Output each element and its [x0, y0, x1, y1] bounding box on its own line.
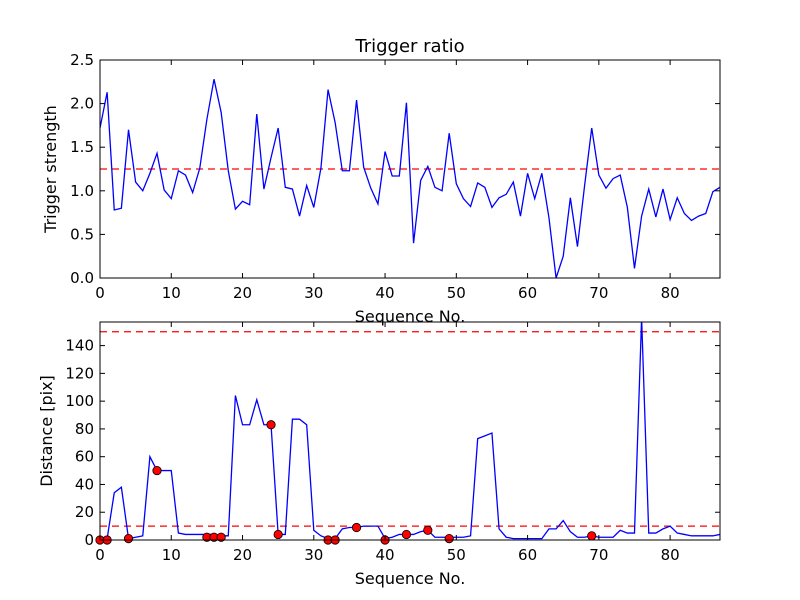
- x-tick-label: 40: [376, 284, 395, 302]
- data-marker: [587, 531, 597, 541]
- chart-title: Trigger ratio: [354, 36, 464, 57]
- x-axis-label: Sequence No.: [355, 307, 466, 326]
- x-tick-label: 60: [518, 546, 537, 564]
- y-tick-label: 60: [75, 448, 94, 466]
- x-tick-label: 50: [447, 284, 466, 302]
- distance-chart: 0 10 20 30 40 50 60 70 80 0 20 40 60 80 100 120 140 Sequ…: [37, 321, 721, 588]
- x-tick-label: 30: [304, 546, 323, 564]
- y-axis-label: Distance [pix]: [37, 375, 56, 487]
- trigger-ticks: 0 10 20 30 40 50 60 70 80 0.0 0.5 1.0 1.5 2.0 2.5: [70, 51, 720, 302]
- x-tick-label: 20: [233, 546, 252, 564]
- data-marker: [266, 420, 276, 430]
- distance-plot-area: [95, 322, 720, 545]
- y-tick-label: 0.5: [70, 225, 94, 243]
- x-tick-label: 70: [589, 546, 608, 564]
- y-tick-label: 100: [65, 392, 94, 410]
- x-tick-label: 0: [95, 546, 105, 564]
- data-marker: [273, 529, 283, 540]
- y-tick-label: 2.0: [70, 95, 94, 113]
- x-tick-label: 80: [661, 546, 680, 564]
- x-tick-label: 70: [589, 284, 608, 302]
- y-tick-label: 120: [65, 364, 94, 382]
- y-tick-label: 40: [75, 475, 94, 493]
- y-tick-label: 0: [84, 531, 94, 549]
- y-tick-label: 1.0: [70, 182, 94, 200]
- y-tick-label: 2.5: [70, 51, 94, 69]
- x-axis-label: Sequence No.: [355, 569, 466, 588]
- y-tick-label: 140: [65, 337, 94, 355]
- data-marker: [152, 465, 162, 476]
- x-tick-label: 10: [162, 546, 181, 564]
- x-tick-label: 0: [95, 284, 105, 302]
- y-tick-label: 20: [75, 503, 94, 521]
- x-tick-label: 60: [518, 284, 537, 302]
- y-tick-label: 0.0: [70, 269, 94, 287]
- x-tick-label: 30: [304, 284, 323, 302]
- data-marker: [423, 525, 433, 535]
- x-tick-label: 80: [661, 284, 680, 302]
- data-marker: [123, 534, 134, 544]
- x-tick-label: 20: [233, 284, 252, 302]
- x-tick-label: 50: [447, 546, 466, 564]
- data-marker: [351, 522, 362, 533]
- distance-ticks: 0 10 20 30 40 50 60 70 80 0 20 40 60 80 100 120 140: [65, 322, 720, 564]
- y-tick-label: 80: [75, 420, 94, 438]
- trigger-ratio-chart: Trigger ratio 0 10 20 30 40 50 60 70 80 0.0 0.5 1.0…: [41, 36, 721, 326]
- y-axis-label: Trigger strength: [41, 105, 60, 234]
- trigger-plot-area: [100, 79, 720, 278]
- distance-axes-frame: [99, 321, 721, 541]
- x-tick-label: 10: [162, 284, 181, 302]
- trigger-axes-frame: [99, 59, 721, 279]
- data-marker: [444, 534, 454, 544]
- series-line: [100, 79, 720, 278]
- y-tick-label: 1.5: [70, 138, 94, 156]
- x-tick-label: 40: [376, 546, 395, 564]
- data-marker: [401, 529, 412, 540]
- data-marker: [216, 532, 226, 542]
